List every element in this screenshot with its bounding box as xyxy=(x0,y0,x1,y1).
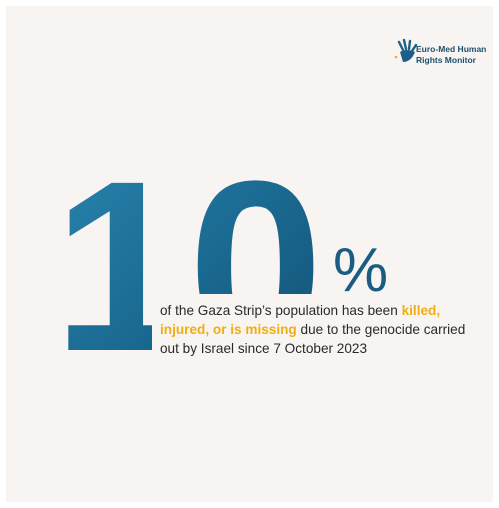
percent-sign: % xyxy=(333,236,388,305)
logo-icon xyxy=(394,38,418,62)
logo-text: Euro-Med Human Rights Monitor xyxy=(416,44,486,66)
highlight: killed, injured, or is missing xyxy=(160,303,441,337)
big-number: 10 xyxy=(53,131,323,402)
card xyxy=(6,6,493,502)
logo-line: Euro-Med Human xyxy=(416,44,487,54)
logo-line: Rights Monitor xyxy=(416,55,476,65)
description: of the Gaza Strip’s population has been … xyxy=(160,301,480,358)
text: due to the genocide carried out by Israe… xyxy=(160,322,466,356)
text: of the Gaza Strip’s population has been xyxy=(160,303,402,318)
